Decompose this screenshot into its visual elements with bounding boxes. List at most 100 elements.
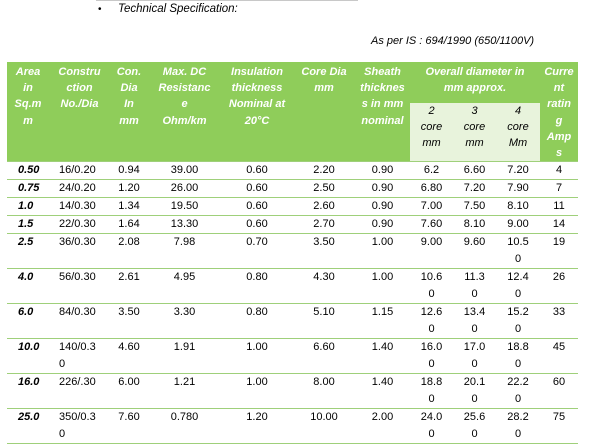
line-text: m [23,114,33,127]
col-insulation-thickness: Insulation thickness Nominal at 20°C [221,62,293,162]
line-text: thicknes [360,82,405,95]
cell-construction: 226/.30 [49,373,110,410]
line-text: 0 [514,253,522,266]
line-text: Nominal at [228,98,286,111]
line-text: 3 [471,105,478,118]
line-text: core [507,121,529,134]
cell-insulation: 0.80 [221,303,293,340]
cell-area: 2.5 [7,233,49,270]
cell-area: 25.0 [7,408,49,444]
col-4-core: 4 core Mm [496,103,540,162]
cell-3-core: 8.10 [453,215,496,235]
cell-core-dia: 8.00 [293,373,355,410]
line-text: Amp [546,130,572,143]
line-text: s in mm [361,98,404,111]
cell-conductor-dia: 2.08 [110,233,148,270]
line-text: core [420,121,443,134]
line-text: In [124,98,134,111]
cell-max-dc-resistance: 26.00 [148,179,221,199]
cell-core-dia: 2.20 [293,161,355,181]
line-text: Con. [116,66,142,78]
line-text: ratin [547,98,571,111]
cell-max-dc-resistance: 7.98 [148,233,221,270]
cell-conductor-dia: 0.94 [110,161,148,181]
col-sheath-thickness: Sheath thicknes s in mm nominal [355,62,410,162]
cell-insulation: 0.80 [221,268,293,305]
cell-3-core: 11.3 0 [453,268,496,305]
line-text: Sq.m [14,98,42,111]
line-text: Dia [120,82,138,95]
table-row: 0.75 24/0.20 1.20 26.00 0.60 2.50 0.90 6.80 7.20… [7,179,578,199]
line-text: Ohm/km [162,114,207,127]
cell-2-core: 24.0 0 [410,408,453,444]
col-overall-diameter: Overall diameter in mm approx. [410,62,540,104]
cell-conductor-dia: 2.61 [110,268,148,305]
cell-current: 4 [540,161,578,181]
line-text: 7.50 [463,200,486,213]
cell-max-dc-resistance: 1.91 [148,338,221,375]
line-text: 18.8 [420,376,443,389]
cell-construction: 14/0.30 [49,197,110,217]
cell-sheath: 2.00 [355,408,410,444]
line-text: thickness [231,82,283,95]
col-3-core: 3 core mm [453,103,496,162]
cell-max-dc-resistance: 1.21 [148,373,221,410]
table-row: 6.0 84/0.30 3.50 3.30 0.80 5.10 1.15 12.6 0 13.4 0… [7,303,578,340]
line-text: 15.2 [507,306,529,319]
cell-3-core: 17.0 0 [453,338,496,375]
cell-conductor-dia: 1.20 [110,179,148,199]
line-text: 0 [471,393,478,406]
cell-sheath: 0.90 [355,215,410,235]
table-row: 4.0 56/0.30 2.61 4.95 0.80 4.30 1.00 10.6 0 11.3 0… [7,268,578,305]
cell-3-core: 7.50 [453,197,496,217]
cell-current: 60 [540,373,578,410]
cell-4-core: 8.10 [496,197,540,217]
line-text: 2 [428,105,435,118]
line-text: 8.10 [507,200,529,213]
cell-2-core: 7.00 [410,197,453,217]
line-text: ction [66,82,93,95]
cell-core-dia: 3.50 [293,233,355,270]
line-text: 0 [428,323,435,336]
cell-current: 19 [540,233,578,270]
line-text: 6.2 [423,164,440,177]
line-text: e [181,98,188,111]
line-text: No./Dia [60,98,99,111]
table-row: 0.50 16/0.20 0.94 39.00 0.60 2.20 0.90 6.2 6.60 7… [7,161,578,181]
cell-current: 11 [540,197,578,217]
cell-conductor-dia: 4.60 [110,338,148,375]
cell-3-core: 25.6 0 [453,408,496,444]
line-text: 7.20 [463,182,486,195]
bullet-icon: • [98,4,102,15]
col-conductor-dia: Con. Dia In mm [110,62,148,162]
col-2-core: 2 core mm [410,103,453,162]
cell-insulation: 0.70 [221,233,293,270]
col-max-dc-resistance: Max. DC Resistanc e Ohm/km [148,62,221,162]
line-text: 14/0.30 [59,200,96,213]
line-text: 8.10 [463,218,486,231]
cell-construction: 84/0.30 [49,303,110,340]
cell-area: 16.0 [7,373,49,410]
cell-core-dia: 6.60 [293,338,355,375]
line-text: 9.00 [420,236,443,249]
cell-current: 7 [540,179,578,199]
line-text: Core Dia [301,66,347,78]
line-text: 0 [428,393,435,406]
cell-sheath: 1.00 [355,233,410,270]
cell-current: 26 [540,268,578,305]
table-row: 1.5 22/0.30 1.64 13.30 0.60 2.70 0.90 7.60 8.10 9… [7,215,578,235]
spec-title: Technical Specification: [118,3,238,15]
cell-current: 45 [540,338,578,375]
spec-table: Area in Sq.m m Constru ction No./Dia Con. Dia I… [7,62,578,444]
cell-area: 10.0 [7,338,49,375]
line-text: 10.5 [507,236,529,249]
cell-insulation: 1.20 [221,408,293,444]
header-rule [96,0,358,1]
cell-construction: 140/0.3 0 [49,338,110,375]
cell-3-core: 20.1 0 [453,373,496,410]
cell-area: 1.0 [7,197,49,217]
cell-max-dc-resistance: 39.00 [148,161,221,181]
line-text: mm [465,137,484,150]
line-text: Overall diameter in [425,66,525,78]
line-text: 10.6 [420,271,443,284]
